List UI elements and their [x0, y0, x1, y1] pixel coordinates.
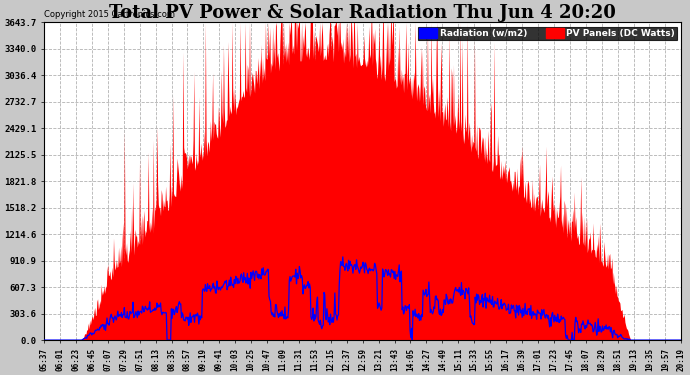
Title: Total PV Power & Solar Radiation Thu Jun 4 20:20: Total PV Power & Solar Radiation Thu Jun… — [109, 4, 616, 22]
Legend: Radiation (w/m2), PV Panels (DC Watts): Radiation (w/m2), PV Panels (DC Watts) — [417, 27, 677, 40]
Text: Copyright 2015 Cartronics.com: Copyright 2015 Cartronics.com — [44, 10, 175, 19]
